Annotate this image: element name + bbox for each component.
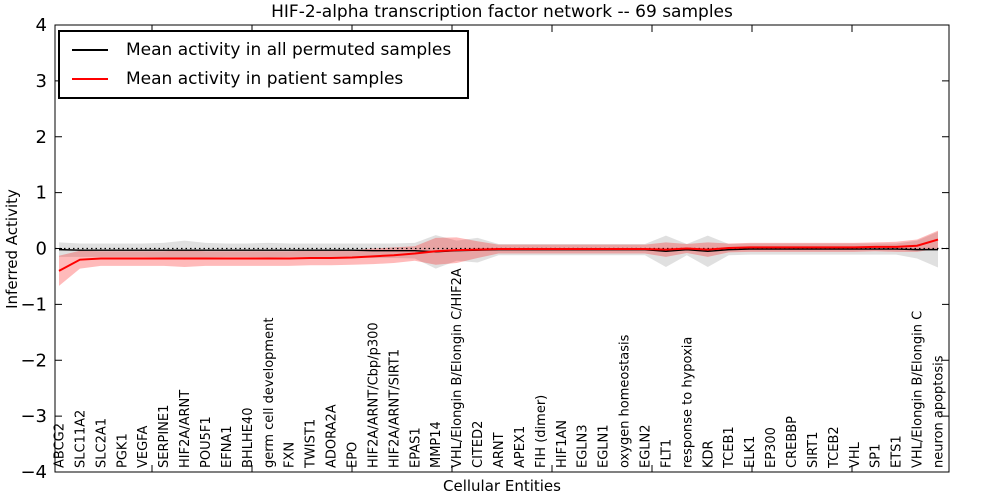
- y-tick-label: 4: [36, 15, 47, 36]
- y-tick-label: 0: [36, 239, 47, 260]
- y-tick-label: 2: [36, 127, 47, 148]
- x-category-label: EGLN1: [597, 424, 612, 468]
- y-tick-label: −1: [20, 294, 47, 315]
- x-category-label: response to hypoxia: [680, 337, 695, 468]
- y-tick-label: 3: [36, 71, 47, 92]
- x-category-label: CREBBP: [785, 416, 800, 468]
- x-category-label: HIF1AN: [555, 420, 570, 468]
- y-tick-label: −4: [20, 462, 47, 483]
- x-category-label: BHLHE40: [241, 408, 256, 468]
- x-category-label: HIF2A/ARNT/Cbp/p300: [366, 322, 381, 468]
- x-category-label: PGK1: [115, 433, 130, 468]
- x-category-label: FLT1: [659, 439, 674, 468]
- x-category-label: CITED2: [471, 421, 486, 468]
- x-category-label: VHL: [848, 441, 863, 468]
- x-category-label: TCEB2: [827, 426, 842, 469]
- x-category-label: VEGFA: [136, 426, 151, 468]
- x-category-label: VHL/Elongin B/Elongin C: [911, 311, 926, 468]
- x-category-label: EPO: [346, 442, 361, 468]
- x-category-label: TWIST1: [304, 419, 319, 469]
- x-category-label: ELK1: [743, 436, 758, 468]
- legend: Mean activity in all permuted samples Me…: [58, 30, 470, 99]
- legend-item-patient: Mean activity in patient samples: [72, 69, 451, 89]
- x-category-label: POU5F1: [199, 416, 214, 468]
- y-tick-label: −2: [20, 350, 47, 371]
- x-category-label: EP300: [764, 427, 779, 468]
- x-axis-label: Cellular Entities: [443, 477, 561, 495]
- legend-item-permuted: Mean activity in all permuted samples: [72, 40, 451, 60]
- x-category-label: EFNA1: [220, 425, 235, 468]
- y-tick-label: 1: [36, 183, 47, 204]
- x-category-label: EGLN2: [639, 424, 654, 468]
- x-category-label: APEX1: [513, 426, 528, 468]
- x-category-label: TCEB1: [722, 426, 737, 469]
- x-category-label: oxygen homeostasis: [618, 334, 633, 468]
- legend-label-permuted: Mean activity in all permuted samples: [126, 40, 452, 60]
- x-category-label: FIH (dimer): [534, 395, 549, 468]
- x-category-label: FXN: [283, 442, 298, 468]
- x-category-label: SIRT1: [806, 432, 821, 468]
- legend-line-permuted: [72, 49, 108, 51]
- x-category-label: EGLN3: [576, 424, 591, 468]
- chart-title: HIF-2-alpha transcription factor network…: [271, 2, 733, 22]
- x-category-label: SERPINE1: [157, 405, 172, 468]
- legend-label-patient: Mean activity in patient samples: [126, 69, 404, 89]
- x-category-label: SLC11A2: [73, 410, 88, 468]
- x-category-label: MMP14: [429, 421, 444, 468]
- x-category-label: SLC2A1: [94, 418, 109, 468]
- x-category-label: VHL/Elongin B/Elongin C/HIF2A: [450, 268, 465, 468]
- x-category-label: neuron apoptosis: [932, 355, 947, 468]
- legend-line-patient: [72, 78, 108, 80]
- x-category-label: ETS1: [890, 435, 905, 468]
- x-category-label: ABCG2: [53, 423, 68, 468]
- x-category-label: ARNT: [492, 432, 507, 468]
- x-category-label: ADORA2A: [325, 404, 340, 468]
- x-category-label: germ cell development: [262, 318, 277, 468]
- x-category-label: KDR: [701, 440, 716, 468]
- patient-mean-line: [58, 238, 939, 272]
- x-category-label: EPAS1: [408, 427, 423, 468]
- y-tick-label: −3: [20, 406, 47, 427]
- x-category-label: HIF2A/ARNT/SIRT1: [387, 349, 402, 468]
- patient-std-band: [59, 230, 938, 286]
- x-category-label: HIF2A/ARNT: [178, 390, 193, 468]
- x-category-label: SP1: [869, 444, 884, 468]
